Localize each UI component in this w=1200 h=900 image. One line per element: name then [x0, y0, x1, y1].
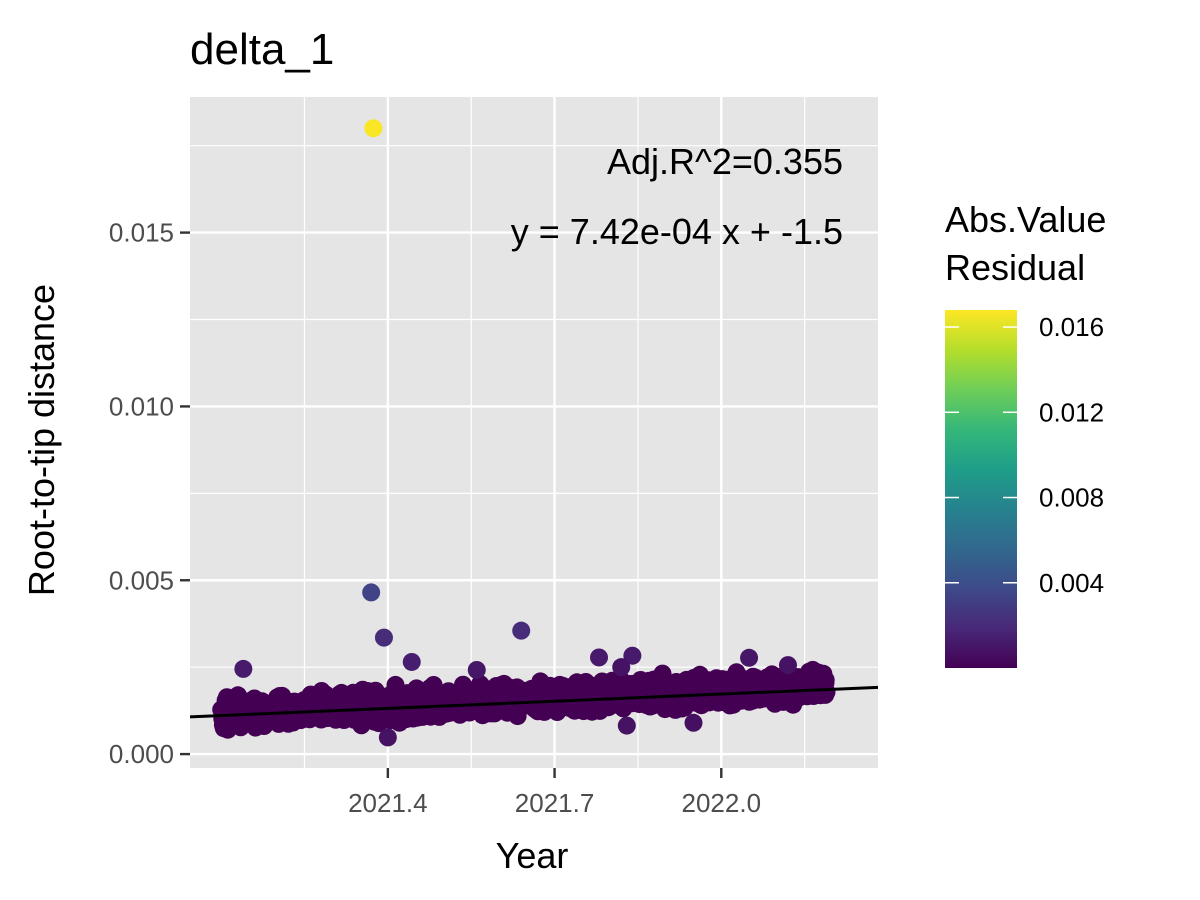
data-point: [269, 714, 288, 733]
regression-line-group: [190, 685, 878, 719]
x-tick-label: 2021.4: [348, 788, 428, 818]
legend-title-line-2: Residual: [945, 247, 1085, 288]
data-point: [388, 696, 407, 715]
y-tick-label: 0.015: [109, 218, 174, 248]
x-tick-label: 2021.7: [515, 788, 595, 818]
data-point: [758, 668, 777, 687]
data-point-outlier: [374, 628, 393, 647]
regression-line: [190, 685, 878, 719]
data-point: [694, 693, 713, 712]
axes: 0.000 0.005 0.010 0.015 2021.4 2021.7 2022.0: [109, 218, 761, 818]
data-point: [707, 676, 726, 695]
gridlines: [190, 97, 878, 768]
y-tick-label: 0.000: [109, 739, 174, 769]
data-point-outlier: [778, 656, 797, 675]
colorbar-legend: Abs.Value Residual 0.004 0.008 0.012 0.016: [945, 199, 1106, 668]
colorbar: [945, 310, 1017, 668]
data-point: [633, 692, 652, 710]
data-point: [688, 679, 707, 698]
y-tick-label: 0.010: [109, 391, 174, 421]
annotation-adj-r2: Adj.R^2=0.355: [607, 141, 843, 182]
data-point: [374, 697, 393, 716]
data-point-outlier: [402, 652, 421, 671]
data-point: [672, 699, 691, 718]
x-axis-title: Year: [496, 835, 569, 876]
data-point: [600, 687, 619, 706]
data-point-outlier: [234, 659, 253, 678]
colorbar-tick-label: 0.016: [1039, 312, 1104, 342]
data-point: [285, 692, 304, 711]
data-point-outlier: [617, 716, 636, 735]
data-point-outlier: [623, 646, 642, 665]
data-point-outlier: [364, 119, 383, 138]
data-point: [559, 683, 578, 702]
data-point-outlier: [590, 648, 609, 667]
colorbar-tick-label: 0.004: [1039, 568, 1104, 598]
data-point: [490, 690, 509, 709]
data-point: [529, 696, 548, 714]
annotation-equation: y = 7.42e-04 x + -1.5: [511, 211, 843, 252]
data-point: [310, 691, 329, 710]
data-point: [727, 663, 746, 682]
data-point-outlier: [378, 728, 397, 747]
data-point: [441, 686, 459, 705]
data-point: [656, 696, 675, 715]
legend-title-line-1: Abs.Value: [945, 199, 1106, 240]
data-point: [522, 679, 541, 698]
data-point: [581, 676, 600, 695]
data-point: [250, 693, 268, 712]
data-point: [651, 679, 670, 698]
y-axis-title: Root-to-tip distance: [21, 284, 62, 596]
data-point: [797, 683, 816, 701]
data-point-outlier: [362, 583, 381, 602]
colorbar-ticks: 0.004 0.008 0.012 0.016: [945, 312, 1104, 598]
colorbar-tick-label: 0.008: [1039, 483, 1104, 513]
data-point: [356, 689, 375, 708]
data-point: [732, 691, 751, 710]
y-tick-label: 0.005: [109, 565, 174, 595]
chart-title: delta_1: [190, 25, 334, 74]
data-point: [219, 697, 238, 715]
data-point-outlier: [684, 713, 703, 732]
x-tick-label: 2022.0: [682, 788, 762, 818]
data-point: [237, 713, 256, 732]
data-point-outlier: [740, 648, 759, 667]
data-point-outlier: [467, 660, 486, 679]
colorbar-tick-label: 0.012: [1039, 397, 1104, 427]
data-point-outlier: [512, 621, 531, 640]
data-point-outlier: [612, 658, 631, 677]
data-point: [671, 674, 690, 693]
